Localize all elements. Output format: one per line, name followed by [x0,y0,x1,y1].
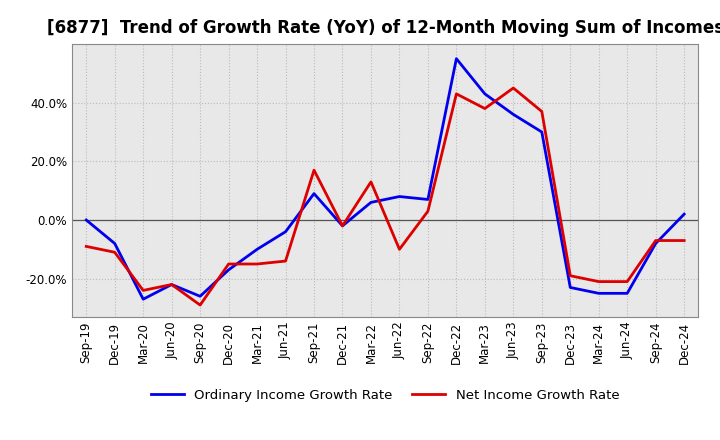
Net Income Growth Rate [680,238,688,243]
Line: Ordinary Income Growth Rate: Ordinary Income Growth Rate [86,59,684,299]
Net Income Growth Rate [196,302,204,308]
Net Income Growth Rate [338,223,347,228]
Net Income Growth Rate [423,209,432,214]
Ordinary Income Growth Rate [452,56,461,61]
Net Income Growth Rate [110,249,119,255]
Ordinary Income Growth Rate [282,229,290,235]
Ordinary Income Growth Rate [225,267,233,272]
Net Income Growth Rate [82,244,91,249]
Ordinary Income Growth Rate [110,241,119,246]
Net Income Growth Rate [566,273,575,279]
Line: Net Income Growth Rate: Net Income Growth Rate [86,88,684,305]
Ordinary Income Growth Rate [395,194,404,199]
Ordinary Income Growth Rate [509,112,518,117]
Ordinary Income Growth Rate [595,291,603,296]
Ordinary Income Growth Rate [139,297,148,302]
Ordinary Income Growth Rate [537,129,546,135]
Net Income Growth Rate [366,179,375,184]
Ordinary Income Growth Rate [167,282,176,287]
Net Income Growth Rate [595,279,603,284]
Ordinary Income Growth Rate [366,200,375,205]
Ordinary Income Growth Rate [196,293,204,299]
Title: [6877]  Trend of Growth Rate (YoY) of 12-Month Moving Sum of Incomes: [6877] Trend of Growth Rate (YoY) of 12-… [47,19,720,37]
Ordinary Income Growth Rate [253,247,261,252]
Net Income Growth Rate [167,282,176,287]
Net Income Growth Rate [480,106,489,111]
Ordinary Income Growth Rate [566,285,575,290]
Net Income Growth Rate [537,109,546,114]
Net Income Growth Rate [253,261,261,267]
Ordinary Income Growth Rate [680,212,688,217]
Net Income Growth Rate [452,91,461,96]
Ordinary Income Growth Rate [652,241,660,246]
Ordinary Income Growth Rate [423,197,432,202]
Net Income Growth Rate [623,279,631,284]
Net Income Growth Rate [395,247,404,252]
Net Income Growth Rate [282,258,290,264]
Net Income Growth Rate [310,168,318,173]
Net Income Growth Rate [652,238,660,243]
Net Income Growth Rate [225,261,233,267]
Net Income Growth Rate [139,288,148,293]
Ordinary Income Growth Rate [310,191,318,196]
Ordinary Income Growth Rate [623,291,631,296]
Legend: Ordinary Income Growth Rate, Net Income Growth Rate: Ordinary Income Growth Rate, Net Income … [145,383,625,407]
Ordinary Income Growth Rate [338,223,347,228]
Net Income Growth Rate [509,85,518,91]
Ordinary Income Growth Rate [480,91,489,96]
Ordinary Income Growth Rate [82,217,91,223]
